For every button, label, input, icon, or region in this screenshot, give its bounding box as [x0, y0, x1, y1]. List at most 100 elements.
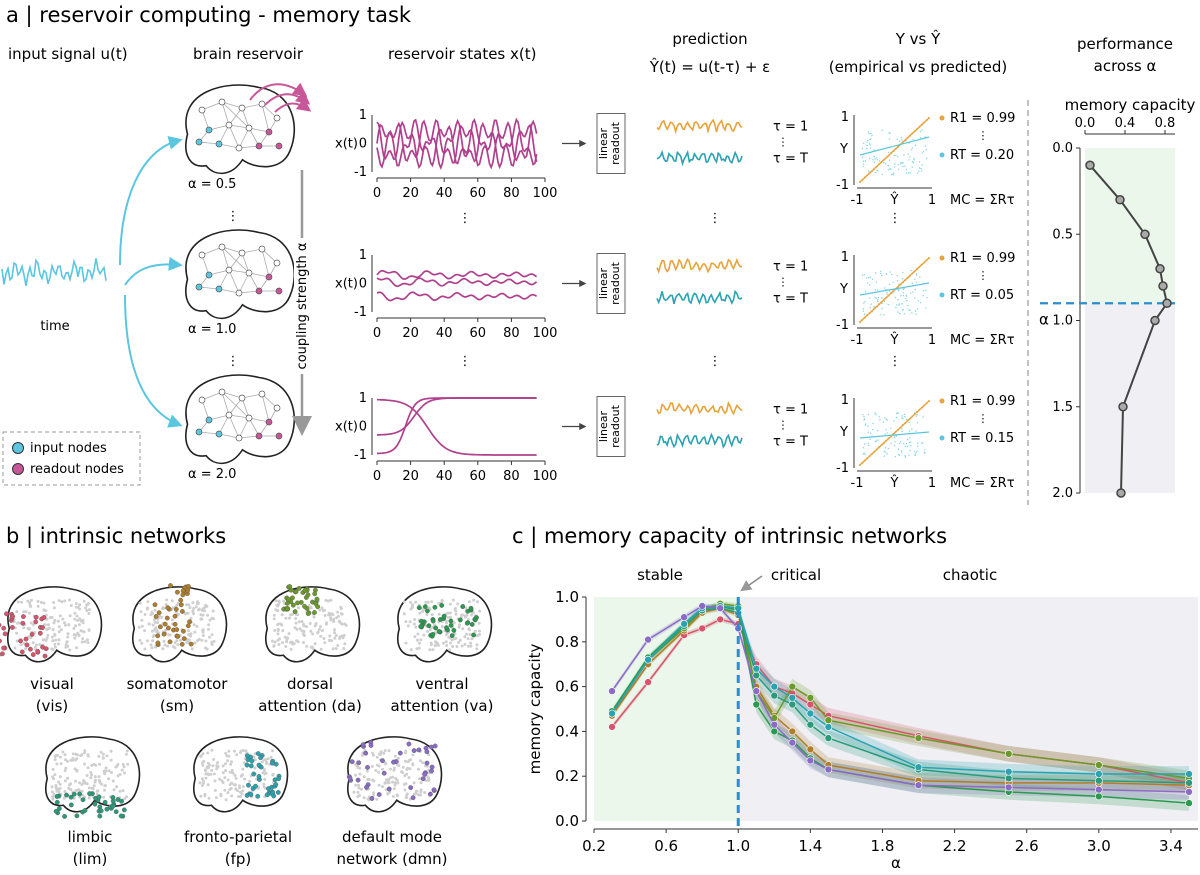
parcel-dot — [50, 785, 54, 789]
network-parcel-dot — [188, 641, 194, 647]
network-parcel-dot — [253, 783, 258, 789]
series-point — [1004, 749, 1013, 758]
network-brain: visual (vis) — [0, 586, 103, 715]
parcel-dot — [403, 788, 407, 792]
parcel-dot — [463, 635, 467, 639]
parcel-dot — [314, 622, 318, 625]
parcel-dot — [239, 774, 243, 778]
parcel-dot — [216, 765, 220, 768]
network-parcel-dot — [174, 627, 180, 632]
parcel-dot — [237, 795, 241, 799]
parcel-dot — [278, 637, 281, 641]
scatter-point — [902, 308, 904, 311]
parcel-dot — [225, 754, 229, 758]
parcel-dot — [265, 760, 269, 764]
parcel-dot — [74, 779, 78, 783]
parcel-dot — [332, 620, 336, 623]
parcel-dot — [66, 632, 70, 636]
parcel-dot — [389, 776, 393, 780]
series-point — [698, 602, 707, 610]
parcel-dot — [313, 624, 317, 628]
parcel-dot — [211, 609, 215, 613]
parcel-dot — [358, 772, 362, 776]
state-y-label: x(t) — [335, 137, 358, 152]
parcel-dot — [272, 644, 276, 648]
scatter-point — [908, 309, 910, 311]
parcel-dot — [210, 633, 214, 637]
scatter-fit-rT — [859, 431, 930, 439]
scatter-point — [911, 147, 913, 149]
series-point — [788, 738, 797, 747]
parcel-dot — [187, 603, 191, 607]
network-parcel-dot — [408, 785, 414, 790]
reservoir-node — [235, 144, 243, 152]
network-parcel-dot — [436, 629, 442, 634]
scatter-point — [874, 412, 876, 415]
parcel-dot — [63, 753, 67, 757]
scatter-point — [916, 308, 919, 310]
parcel-dot — [287, 632, 291, 636]
parcel-dot — [201, 630, 205, 634]
parcel-dot — [68, 648, 72, 652]
network-parcel-dot — [298, 600, 304, 605]
parcel-dot — [78, 795, 82, 799]
scatter-point — [901, 309, 904, 312]
scatter-point — [911, 312, 913, 314]
parcel-dot — [58, 786, 62, 790]
reservoir-edge — [201, 101, 223, 111]
parcel-dot — [84, 606, 87, 610]
parcel-dot — [63, 790, 67, 793]
scatter-point — [926, 297, 928, 299]
scatter-point — [881, 297, 883, 299]
parcel-dot — [393, 754, 397, 758]
network-parcel-dot — [172, 613, 178, 619]
scatter-point — [862, 447, 865, 449]
mc-y-tick: 0.4 — [555, 722, 579, 740]
network-parcel-dot — [273, 782, 279, 787]
scatter-point — [863, 142, 865, 145]
scatter-point — [868, 143, 871, 145]
network-parcel-dot — [187, 619, 193, 625]
parcel-dot — [197, 607, 201, 611]
reservoir-node — [238, 104, 246, 112]
r1-dot — [939, 115, 945, 121]
series-point — [1185, 799, 1193, 807]
scatter-point — [899, 163, 902, 165]
network-parcel-dot — [284, 601, 290, 606]
scatter-point — [896, 138, 898, 140]
parcel-dot — [433, 623, 437, 627]
parcel-dot — [409, 607, 413, 611]
parcel-dot — [367, 798, 371, 802]
parcel-dot — [82, 630, 86, 634]
parcel-dot — [333, 628, 336, 632]
scatter-point — [892, 174, 894, 176]
reservoir-edge — [228, 269, 250, 274]
scatter-x-label: Ŷ — [890, 192, 899, 208]
perf-point — [1155, 264, 1165, 274]
parcel-dot — [220, 779, 224, 783]
scatter-point — [920, 167, 922, 170]
scatter-point — [885, 288, 887, 291]
parcel-dot — [112, 788, 116, 792]
scatter-point — [862, 414, 864, 416]
parcel-dot — [325, 621, 328, 625]
scatter-point — [862, 308, 865, 310]
parcel-dot — [230, 760, 233, 764]
parcel-dot — [396, 756, 400, 760]
network-parcel-dot — [266, 786, 271, 791]
scatter-point — [872, 423, 874, 425]
parcel-dot — [59, 762, 63, 766]
parcel-dot — [80, 789, 84, 793]
network-parcel-dot — [275, 790, 281, 795]
tau-T-label: τ = T — [773, 292, 808, 307]
parcel-dot — [195, 624, 199, 628]
network-parcel-dot — [472, 617, 478, 623]
series-point — [752, 664, 761, 673]
network-parcel-dot — [432, 604, 438, 610]
reservoir-node — [258, 245, 266, 253]
parcel-dot — [206, 627, 210, 631]
header-states: reservoir states x(t) — [388, 45, 536, 63]
scatter-x-tick: -1 — [851, 476, 864, 491]
